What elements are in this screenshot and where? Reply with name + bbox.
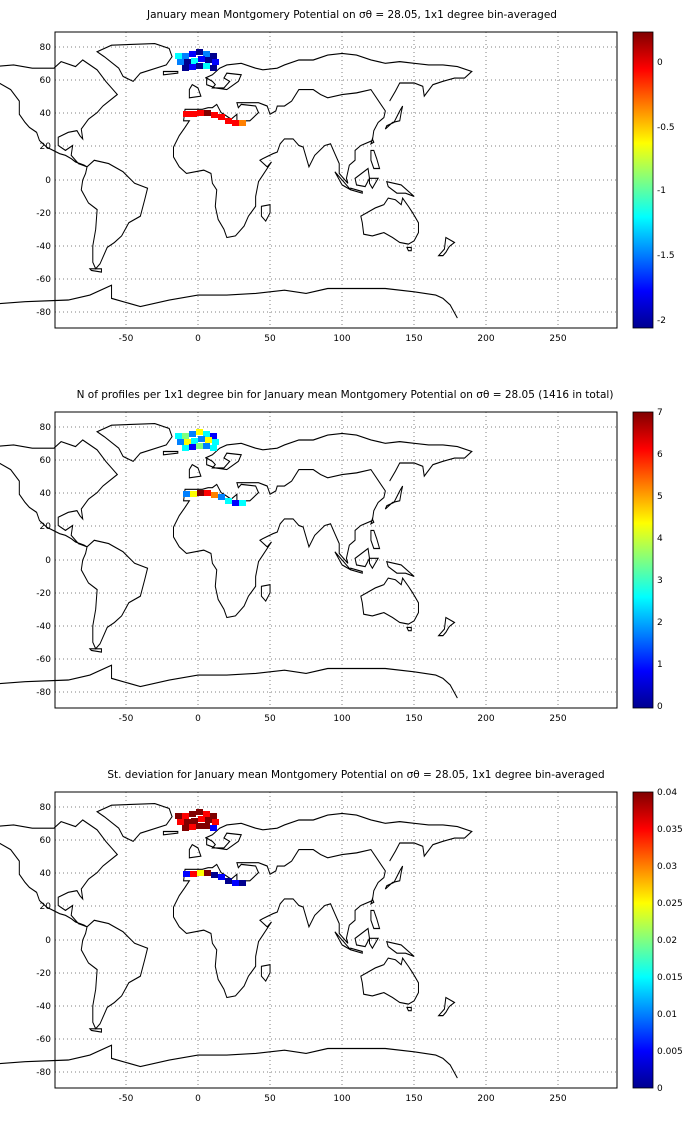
panel-1-ytick: -20: [36, 209, 51, 219]
panel-3-ytick: 40: [40, 869, 52, 879]
panel-2-cells-nordic: [175, 429, 219, 451]
panel-3-cbtick: 0.025: [657, 899, 683, 909]
panel-2-ytick: 60: [40, 456, 52, 466]
panel-3-ytick: -60: [36, 1035, 51, 1045]
panel-3-xtick: 250: [549, 1094, 566, 1104]
panel-2-xtick: 0: [195, 714, 201, 724]
panel-3-ytick: -80: [36, 1068, 51, 1078]
panel-3-xtick: 150: [405, 1094, 422, 1104]
panel-1-xtick: 0: [195, 334, 201, 344]
panel-2-xtick: 200: [477, 714, 494, 724]
panel-1-cbtick: -2: [657, 316, 666, 326]
panel-3-ytick: 0: [45, 936, 51, 946]
panel-1-cbtick: -1.5: [657, 251, 675, 261]
panel-2-xtick: 250: [549, 714, 566, 724]
panel-1-ytick: -40: [36, 242, 51, 252]
panel-1-ytick: 0: [45, 176, 51, 186]
panel-3-title: St. deviation for January mean Montgomer…: [107, 769, 604, 781]
panel-3-cbtick: 0.015: [657, 973, 683, 983]
panel-1-ytick: 60: [40, 76, 52, 86]
panel-2-ytick: 20: [40, 522, 52, 532]
panel-2-cbtick: 1: [657, 660, 663, 670]
panel-2-cbtick: 2: [657, 618, 663, 628]
panel-1-cbtick: 0: [657, 58, 663, 68]
panel-1-xtick: 150: [405, 334, 422, 344]
panel-3-cbtick: 0: [657, 1084, 663, 1094]
panel-3-cells-mediterranean: [183, 870, 246, 886]
panel-2-ytick: 80: [40, 423, 52, 433]
panel-2-cbtick: 3: [657, 576, 663, 586]
panel-3-cbtick: 0.01: [657, 1010, 677, 1020]
panel-3-cbtick: 0.02: [657, 936, 677, 946]
panel-1-xtick: 200: [477, 334, 494, 344]
panel-2-xtick: 100: [333, 714, 350, 724]
panel-1-cells-mediterranean: [183, 110, 246, 126]
panel-3-cbtick: 0.005: [657, 1047, 683, 1057]
panel-2-y-ticks: 80 60 40 20 0 -20 -40 -60 -80: [36, 423, 51, 698]
panel-1-y-ticks: 80 60 40 20 0 -20 -40 -60 -80: [36, 43, 51, 318]
panel-3-ytick: 80: [40, 803, 52, 813]
panel-1-ytick: 80: [40, 43, 52, 53]
panel-2-cells-mediterranean: [183, 490, 246, 506]
panel-3-xtick: 200: [477, 1094, 494, 1104]
panel-2-ytick: 40: [40, 489, 52, 499]
panel-3: St. deviation for January mean Montgomer…: [0, 769, 683, 1104]
panel-2-x-ticks: -50 0 50 100 150 200 250: [119, 714, 567, 724]
panel-2-xtick: 150: [405, 714, 422, 724]
panel-2-ytick: -40: [36, 622, 51, 632]
panel-1-colorbar: [632, 31, 654, 329]
panel-2-title: N of profiles per 1x1 degree bin for Jan…: [77, 389, 614, 401]
panel-3-xtick: 100: [333, 1094, 350, 1104]
panel-1: January mean Montgomery Potential on σθ …: [0, 9, 675, 344]
panel-2-ytick: -20: [36, 589, 51, 599]
panel-2-xtick: -50: [119, 714, 134, 724]
panel-3-xtick: 50: [264, 1094, 276, 1104]
panel-1-cells-nordic: [175, 49, 219, 71]
panel-1-xtick: 250: [549, 334, 566, 344]
panel-3-cbtick: 0.035: [657, 825, 683, 835]
panel-3-ytick: 20: [40, 902, 52, 912]
panel-3-ytick: -40: [36, 1002, 51, 1012]
panel-1-ytick: 40: [40, 109, 52, 119]
panel-2: N of profiles per 1x1 degree bin for Jan…: [0, 389, 663, 724]
panel-3-ytick: 60: [40, 836, 52, 846]
panel-3-cbtick: 0.03: [657, 862, 677, 872]
panel-3-cbtick: 0.04: [657, 788, 677, 798]
panel-1-ytick: 20: [40, 142, 52, 152]
panel-2-colorbar: [632, 411, 654, 709]
panel-2-ytick: -60: [36, 655, 51, 665]
panel-1-title: January mean Montgomery Potential on σθ …: [146, 9, 557, 21]
panel-3-y-ticks: 80 60 40 20 0 -20 -40 -60 -80: [36, 803, 51, 1078]
panel-1-xtick: -50: [119, 334, 134, 344]
panel-2-cbtick: 7: [657, 408, 663, 418]
panel-1-colorbar-ticks: 0 -0.5 -1 -1.5 -2: [657, 58, 675, 326]
panel-2-cbtick: 0: [657, 702, 663, 712]
panel-2-cbtick: 4: [657, 534, 663, 544]
panel-1-x-ticks: -50 0 50 100 150 200 250: [119, 334, 567, 344]
panel-3-colorbar: [632, 791, 654, 1089]
panel-2-cbtick: 5: [657, 492, 663, 502]
panel-2-cbtick: 6: [657, 450, 663, 460]
panel-3-cells-nordic: [175, 809, 219, 831]
panel-1-cbtick: -0.5: [657, 123, 675, 133]
panel-3-xtick: 0: [195, 1094, 201, 1104]
panel-3-ytick: -20: [36, 969, 51, 979]
panel-3-x-ticks: -50 0 50 100 150 200 250: [119, 1094, 567, 1104]
panel-3-xtick: -50: [119, 1094, 134, 1104]
panel-2-gridlines: [55, 412, 617, 708]
panel-1-ytick: -80: [36, 308, 51, 318]
panel-3-colorbar-ticks: 0.04 0.035 0.03 0.025 0.02 0.015 0.01 0.005 0: [657, 788, 683, 1094]
panel-2-colorbar-ticks: 7 6 5 4 3 2 1 0: [657, 408, 663, 712]
panel-1-ytick: -60: [36, 275, 51, 285]
panel-2-ytick: -80: [36, 688, 51, 698]
panel-1-cbtick: -1: [657, 186, 666, 196]
panel-1-xtick: 100: [333, 334, 350, 344]
panel-2-ytick: 0: [45, 556, 51, 566]
panel-2-xtick: 50: [264, 714, 276, 724]
panel-1-xtick: 50: [264, 334, 276, 344]
